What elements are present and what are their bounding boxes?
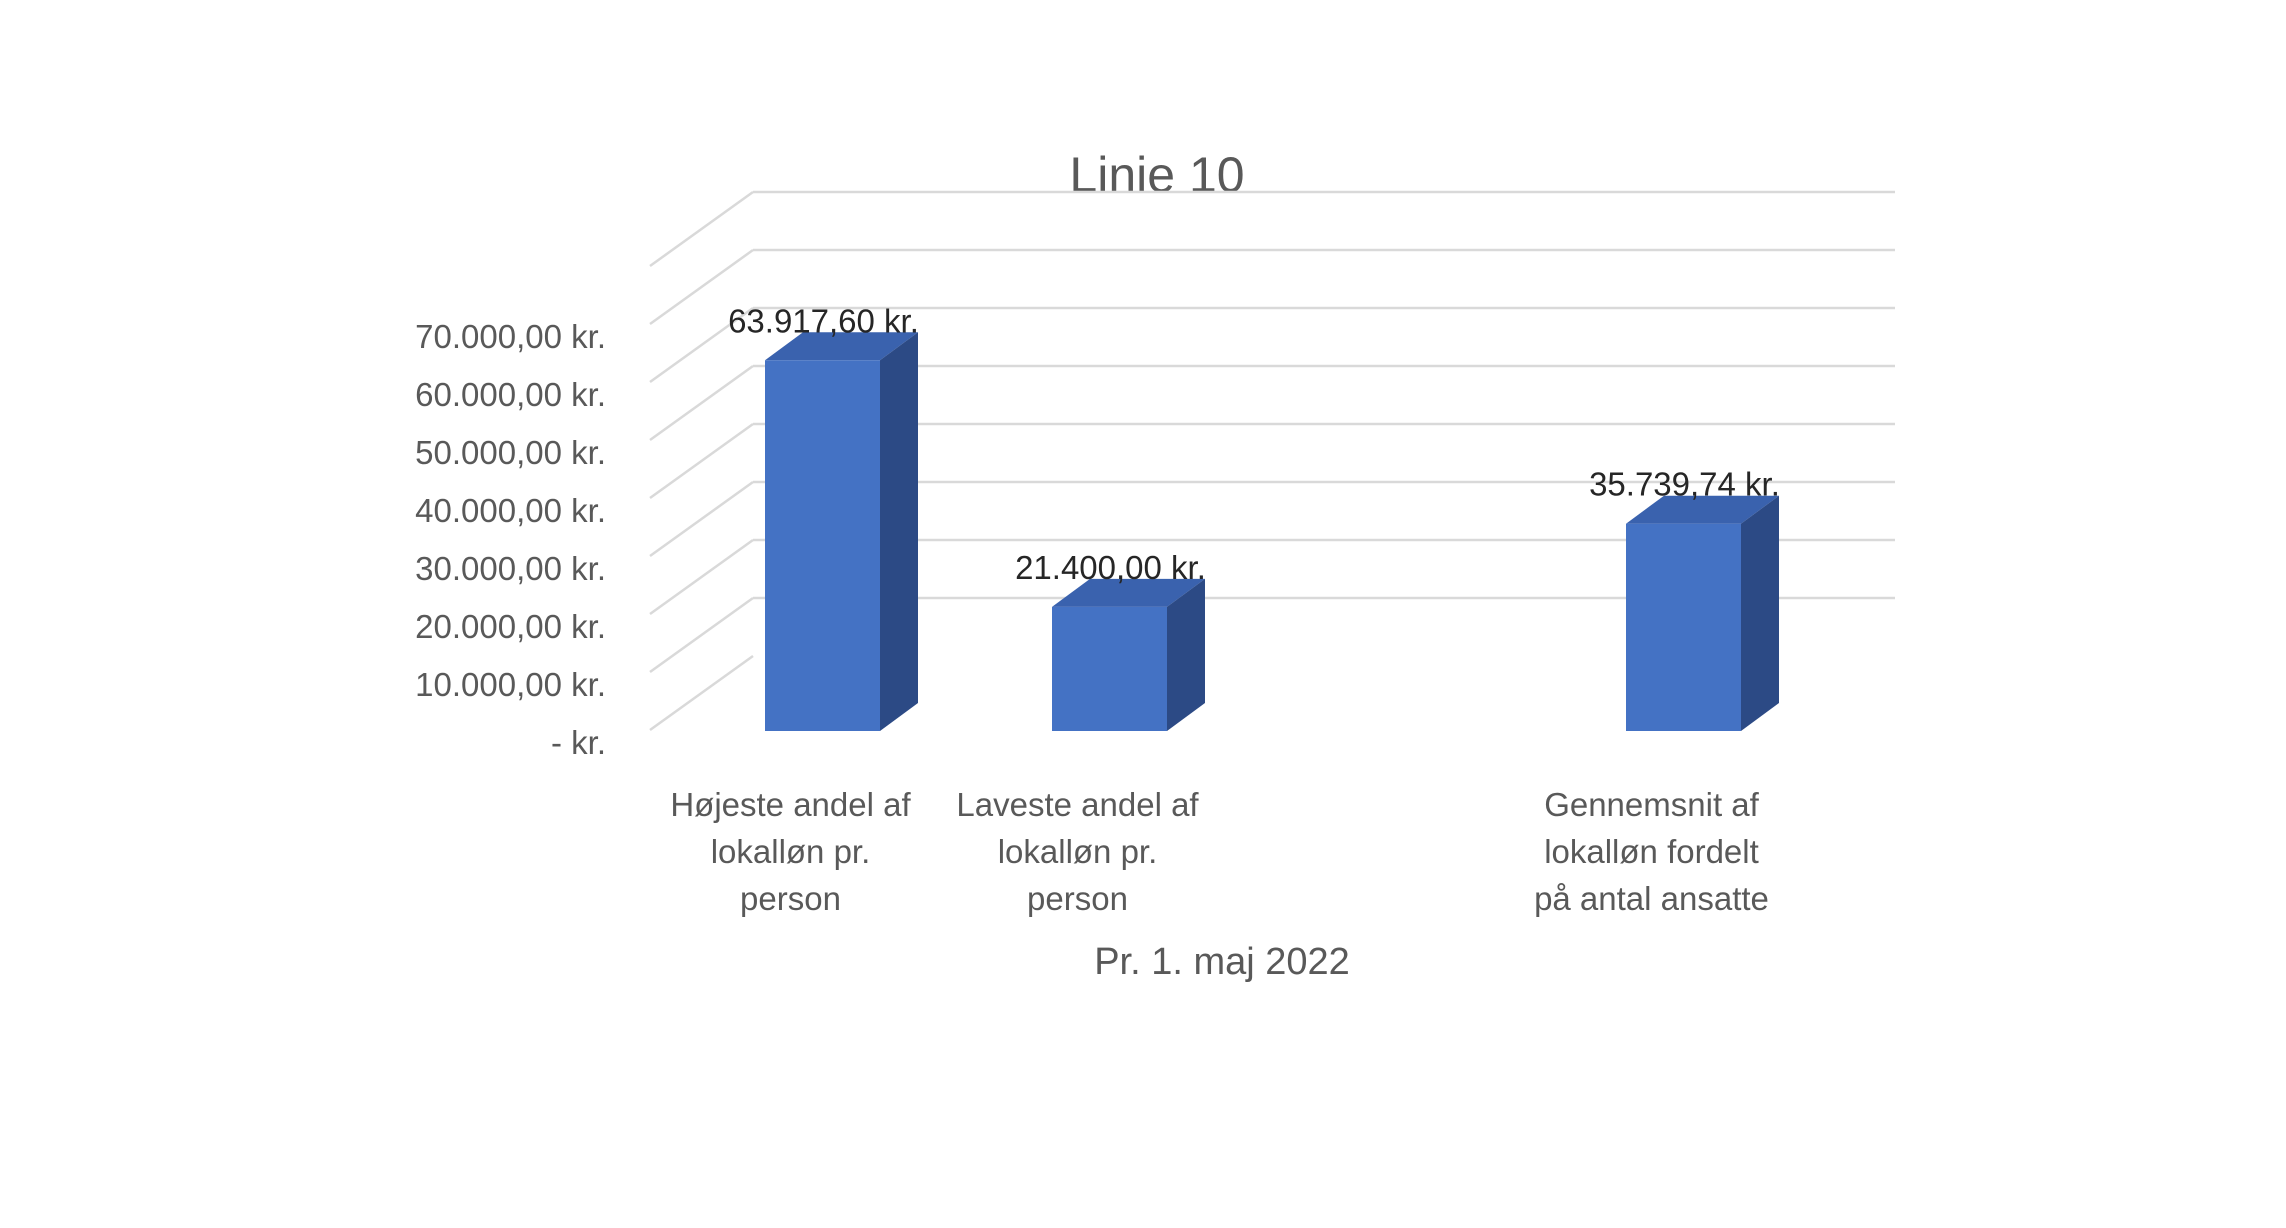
category-label: Højeste andel af lokalløn pr. person: [670, 786, 911, 917]
bar: [765, 332, 918, 731]
y-tick-label: 70.000,00 kr.: [415, 318, 606, 355]
y-tick-label: 10.000,00 kr.: [415, 666, 606, 703]
bars: [765, 332, 1779, 731]
chart-title: Linie 10: [1069, 147, 1244, 203]
category-labels: Højeste andel af lokalløn pr. person Lavest…: [670, 786, 1769, 917]
x-axis-title: Pr. 1. maj 2022: [1094, 941, 1350, 983]
bar-front: [1052, 606, 1167, 731]
data-labels: 63.917,60 kr. 21.400,00 kr. 35.739,74 kr.: [728, 302, 1780, 586]
data-label: 63.917,60 kr.: [728, 302, 919, 339]
category-label: Laveste andel af lokalløn pr. person: [956, 786, 1199, 917]
y-tick-label: 50.000,00 kr.: [415, 434, 606, 471]
bar-front: [765, 360, 880, 731]
bar-top: [1052, 578, 1205, 607]
gridline-side: [649, 190, 754, 268]
bar-front: [1626, 523, 1741, 731]
bar-top: [765, 332, 918, 361]
bar: [1626, 495, 1779, 731]
y-tick-label: - kr.: [551, 724, 606, 761]
bar-side: [1167, 578, 1205, 731]
gridline-side: [649, 596, 754, 674]
gridline-side: [649, 480, 754, 558]
data-label: 21.400,00 kr.: [1015, 549, 1206, 586]
gridline-side: [649, 654, 754, 732]
gridlines: [649, 190, 1895, 732]
y-axis-ticks: - kr. 10.000,00 kr. 20.000,00 kr. 30.000,00…: [415, 318, 606, 761]
y-tick-label: 30.000,00 kr.: [415, 550, 606, 587]
y-tick-label: 40.000,00 kr.: [415, 492, 606, 529]
bar-top: [1626, 495, 1779, 524]
bar-side: [1741, 495, 1779, 731]
gridline-side: [649, 248, 754, 326]
y-tick-label: 20.000,00 kr.: [415, 608, 606, 645]
gridline-side: [649, 306, 754, 384]
category-label: Gennemsnit af lokalløn fordelt på antal an…: [1534, 786, 1769, 917]
data-label: 35.739,74 kr.: [1589, 466, 1780, 503]
y-tick-label: 60.000,00 kr.: [415, 376, 606, 413]
gridline-side: [649, 538, 754, 616]
gridline-side: [649, 364, 754, 442]
gridline-side: [649, 422, 754, 500]
bar: [1052, 578, 1205, 731]
bar-side: [880, 332, 918, 731]
